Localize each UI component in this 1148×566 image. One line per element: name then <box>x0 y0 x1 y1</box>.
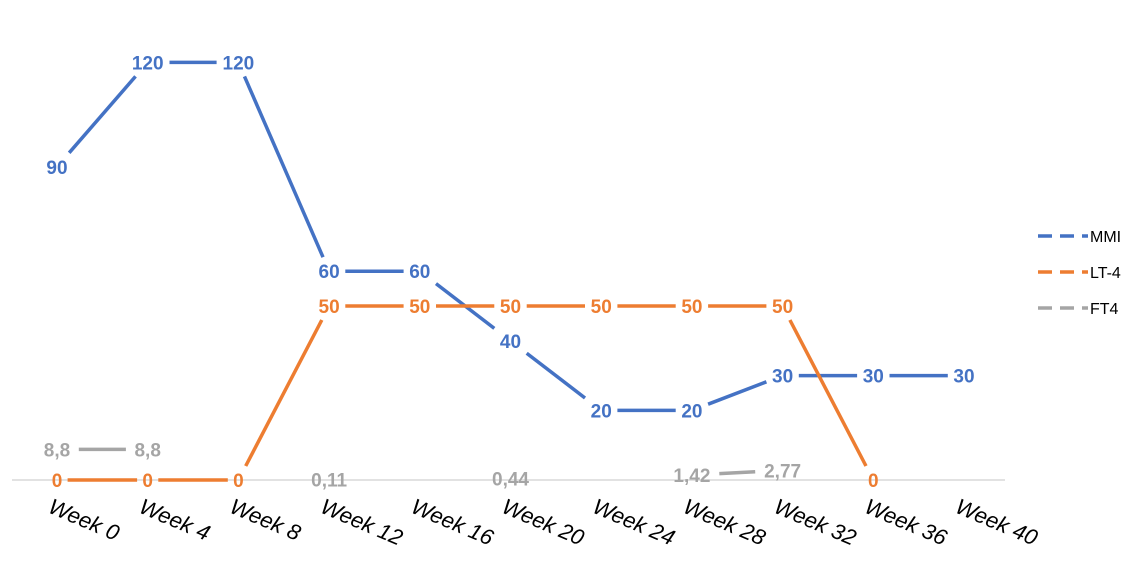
lt-4-data-label: 50 <box>500 297 521 318</box>
lt-4-data-label: 50 <box>772 297 793 318</box>
x-tick-label: Week 40 <box>952 494 1042 551</box>
mmi-data-label: 120 <box>132 53 164 74</box>
series-lines <box>67 60 948 482</box>
x-tick-label: Week 12 <box>317 494 406 551</box>
mmi-data-label: 120 <box>223 53 255 74</box>
mmi-segment <box>242 75 325 258</box>
lt-4-data-label: 0 <box>142 471 153 492</box>
lt-4-data-label: 50 <box>319 297 340 318</box>
lt-4-data-label: 50 <box>591 297 612 318</box>
mmi-data-label: 30 <box>863 367 884 388</box>
ft4-data-label: 2,77 <box>764 461 801 482</box>
x-tick-label: Week 8 <box>226 494 305 546</box>
legend-item-lt-4: LT-4 <box>1038 265 1121 282</box>
mmi-data-label: 60 <box>319 262 340 283</box>
x-tick-label: Week 32 <box>771 494 860 551</box>
mmi-data-label: 30 <box>772 367 793 388</box>
x-tick-label: Week 36 <box>861 494 951 551</box>
legend-label: LT-4 <box>1090 265 1121 282</box>
ft4-data-label: 8,8 <box>44 440 70 461</box>
lt-4-data-label: 0 <box>868 471 879 492</box>
x-tick-labels: Week 0 Week 4 Week 8 Week 12 Week 16 Week 20 W… <box>45 494 1042 551</box>
data-labels: 90 120 120 60 60 40 20 20 30 30 30 0 0 0 50 50 50 50 50 50 0… <box>44 53 975 492</box>
ft4-data-label: 0,44 <box>492 469 529 490</box>
mmi-data-label: 30 <box>953 367 974 388</box>
mmi-segment <box>707 380 768 406</box>
lt-4-segment <box>788 319 868 467</box>
mmi-data-label: 60 <box>409 262 430 283</box>
lt-4-segment <box>244 319 324 467</box>
ft4-segment <box>719 470 756 476</box>
mmi-data-label: 90 <box>46 158 67 179</box>
mmi-data-label: 20 <box>591 401 612 422</box>
x-tick-label: Week 24 <box>589 494 678 551</box>
lt-4-data-label: 0 <box>52 471 63 492</box>
ft4-data-label: 8,8 <box>134 440 160 461</box>
lt-4-data-label: 50 <box>409 297 430 318</box>
legend-item-ft4: FT4 <box>1038 301 1119 318</box>
legend-label: FT4 <box>1090 301 1119 318</box>
lt-4-data-label: 50 <box>681 297 702 318</box>
legend: MMI LT-4 FT4 <box>1038 229 1121 318</box>
legend-label: MMI <box>1090 229 1121 246</box>
x-tick-label: Week 28 <box>680 494 770 551</box>
mmi-segment <box>525 351 587 400</box>
ft4-data-label: 0,11 <box>311 471 347 492</box>
mmi-data-label: 20 <box>681 401 702 422</box>
legend-item-mmi: MMI <box>1038 229 1121 246</box>
x-tick-label: Week 20 <box>499 494 589 551</box>
mmi-segment <box>67 75 137 154</box>
mmi-data-label: 40 <box>500 332 521 353</box>
ft4-data-label: 1,42 <box>673 466 710 487</box>
lt-4-data-label: 0 <box>233 471 244 492</box>
x-tick-label: Week 16 <box>408 494 498 551</box>
x-tick-label: Week 0 <box>45 494 124 546</box>
x-tick-label: Week 4 <box>136 494 214 546</box>
